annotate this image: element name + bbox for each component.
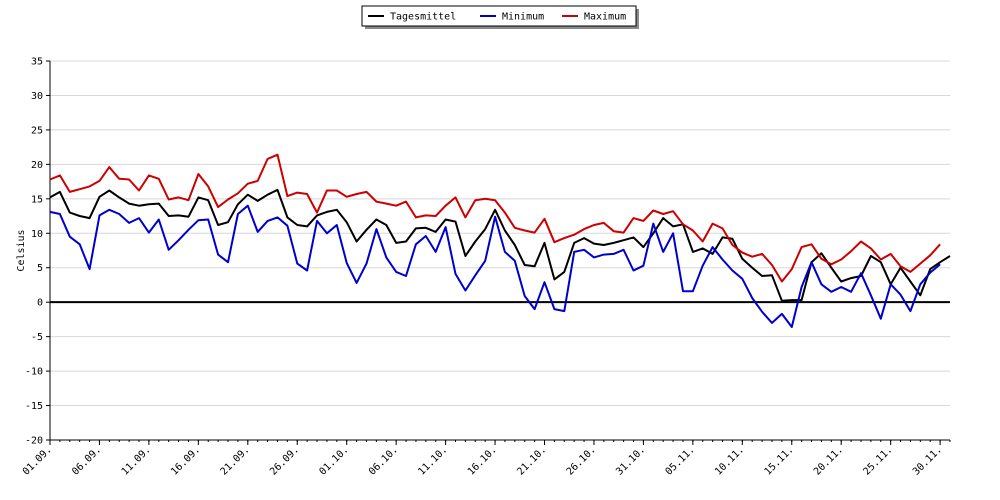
- x-tick-label: 26.09.: [268, 444, 301, 477]
- series-line-tagesmittel: [49, 188, 951, 302]
- x-tick-label: 31.10.: [614, 444, 647, 477]
- x-tick-label: 16.10.: [466, 444, 499, 477]
- legend-box: [361, 5, 637, 27]
- y-tick-label: 10: [31, 229, 43, 240]
- x-tick-label: 30.11.: [911, 444, 944, 477]
- x-tick-label: 01.10.: [318, 444, 351, 477]
- legend-label-maximum: Maximum: [584, 12, 626, 23]
- x-tick-label: 05.11.: [664, 444, 697, 477]
- x-tick-label: 15.11.: [763, 444, 796, 477]
- legend: Tagesmittel Minimum Maximum: [361, 5, 639, 29]
- y-tick-label: 20: [31, 160, 43, 171]
- legend-label-minimum: Minimum: [502, 12, 544, 23]
- x-tick-label: 11.09.: [120, 444, 153, 477]
- y-axis-title: Celsius: [16, 229, 27, 271]
- y-tick-label: 25: [31, 125, 43, 136]
- legend-label-tagesmittel: Tagesmittel: [390, 12, 456, 23]
- x-tick-label: 06.10.: [367, 444, 400, 477]
- x-tick-label: 21.09.: [219, 444, 252, 477]
- y-tick-label: 35: [31, 57, 43, 68]
- x-tick-label: 25.11.: [861, 444, 894, 477]
- y-tick-label: -15: [25, 401, 43, 412]
- x-tick-label: 11.10.: [416, 444, 449, 477]
- x-tick-label: 20.11.: [812, 444, 845, 477]
- x-tick-label: 26.10.: [565, 444, 598, 477]
- y-tick-label: -5: [31, 332, 43, 343]
- y-tick-label: -20: [25, 436, 43, 447]
- x-tick-label: 21.10.: [515, 444, 548, 477]
- x-tick-label: 01.09.: [21, 444, 54, 477]
- x-tick-label: 06.09.: [70, 444, 103, 477]
- y-tick-label: -10: [25, 367, 43, 378]
- y-tick-label: 15: [31, 194, 43, 205]
- x-tick-label: 10.11.: [713, 444, 746, 477]
- y-tick-label: 30: [31, 91, 43, 102]
- y-tick-label: 5: [37, 263, 43, 274]
- x-tick-label: 16.09.: [169, 444, 202, 477]
- series-line-minimum: [49, 204, 941, 328]
- series-layer: [49, 153, 951, 328]
- y-tick-label: 0: [37, 298, 43, 309]
- series-line-maximum: [49, 153, 941, 283]
